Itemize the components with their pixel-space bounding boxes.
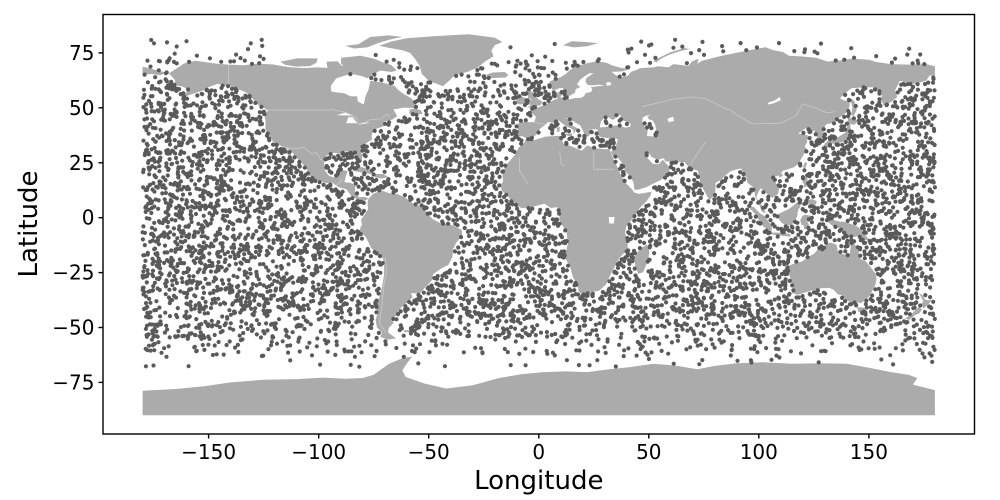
lake-lake-superior — [336, 112, 353, 116]
svg-text:−50: −50 — [408, 440, 450, 464]
land-hispaniola — [375, 174, 388, 179]
border-morocco-algeria — [519, 156, 529, 184]
land-japan — [823, 117, 859, 150]
land-baffin-island — [341, 55, 397, 79]
svg-text:150: 150 — [850, 440, 888, 464]
land-sulawesi — [800, 214, 812, 230]
land-uk — [525, 89, 543, 108]
land-antarctica — [142, 356, 935, 416]
svg-text:100: 100 — [740, 440, 778, 464]
land-nz-south — [905, 306, 923, 320]
land-layer — [142, 34, 935, 416]
land-sumatra — [748, 205, 772, 231]
y-ticks — [98, 52, 103, 384]
svg-text:25: 25 — [69, 151, 94, 175]
x-axis-label: Longitude — [474, 466, 603, 496]
border-chile-argentina — [379, 257, 388, 334]
lake-lake-erie-ontario — [356, 122, 371, 125]
land-sardinia — [556, 127, 560, 133]
svg-text:75: 75 — [69, 41, 94, 65]
svg-text:0: 0 — [82, 206, 95, 230]
land-chukotka-wrap — [142, 66, 166, 76]
x-ticks — [207, 434, 870, 439]
land-greenland — [379, 34, 503, 87]
land-svalbard — [563, 41, 599, 48]
land-new-guinea — [826, 218, 870, 241]
border-mongolia — [729, 103, 804, 125]
svg-text:50: 50 — [636, 440, 661, 464]
land-victoria-island — [280, 58, 318, 67]
border-algeria-libya — [559, 151, 565, 167]
border-russia-kazakhstan — [642, 96, 731, 111]
land-madagascar — [634, 244, 650, 274]
land-novaya-zemlya — [653, 48, 691, 63]
x-tick-labels: −150 −100 −50 0 50 100 150 — [181, 440, 888, 464]
land-taiwan — [803, 162, 808, 170]
land-falklands — [403, 330, 412, 333]
lake-lake-ladoga — [605, 81, 612, 86]
svg-text:−50: −50 — [52, 316, 94, 340]
land-mindanao — [807, 199, 817, 206]
land-australia — [788, 241, 877, 304]
border-france-spain — [534, 122, 546, 125]
land-java — [770, 232, 791, 237]
land-south-america — [360, 190, 463, 340]
scatter-points — [140, 37, 938, 369]
lake-aral-sea — [667, 116, 675, 123]
land-north-america — [169, 60, 416, 202]
land-eurasia — [517, 47, 935, 214]
svg-text:−75: −75 — [52, 370, 94, 394]
land-africa — [500, 135, 652, 295]
svg-text:−100: −100 — [291, 440, 346, 464]
border-russia-china — [802, 103, 836, 114]
country-borders-layer — [228, 64, 836, 334]
border-us-mexico — [280, 145, 325, 162]
border-us-canada — [264, 108, 390, 124]
svg-text:−25: −25 — [52, 261, 94, 285]
border-mexico-guatemala — [335, 178, 344, 187]
y-axis-label: Latitude — [14, 170, 44, 277]
land-iceland — [485, 72, 509, 79]
svg-text:50: 50 — [69, 96, 94, 120]
lake-lake-huron-michigan — [346, 117, 358, 124]
map-layers: −150 −100 −50 0 50 100 150 −75 −50 −25 0 25 50 75 — [52, 13, 976, 464]
border-india-pakistan — [689, 141, 707, 166]
lake-lake-victoria — [608, 217, 615, 224]
land-borneo — [778, 202, 801, 226]
land-hainan — [778, 173, 783, 178]
land-ellesmere — [345, 35, 403, 49]
y-tick-labels: −75 −50 −25 0 25 50 75 — [52, 41, 95, 394]
lake-lake-baikal — [767, 96, 781, 105]
land-sakhalin — [850, 98, 857, 116]
svg-text:0: 0 — [532, 440, 545, 464]
land-ireland — [516, 96, 526, 105]
svg-text:−150: −150 — [181, 440, 236, 464]
land-sicily — [566, 133, 573, 138]
